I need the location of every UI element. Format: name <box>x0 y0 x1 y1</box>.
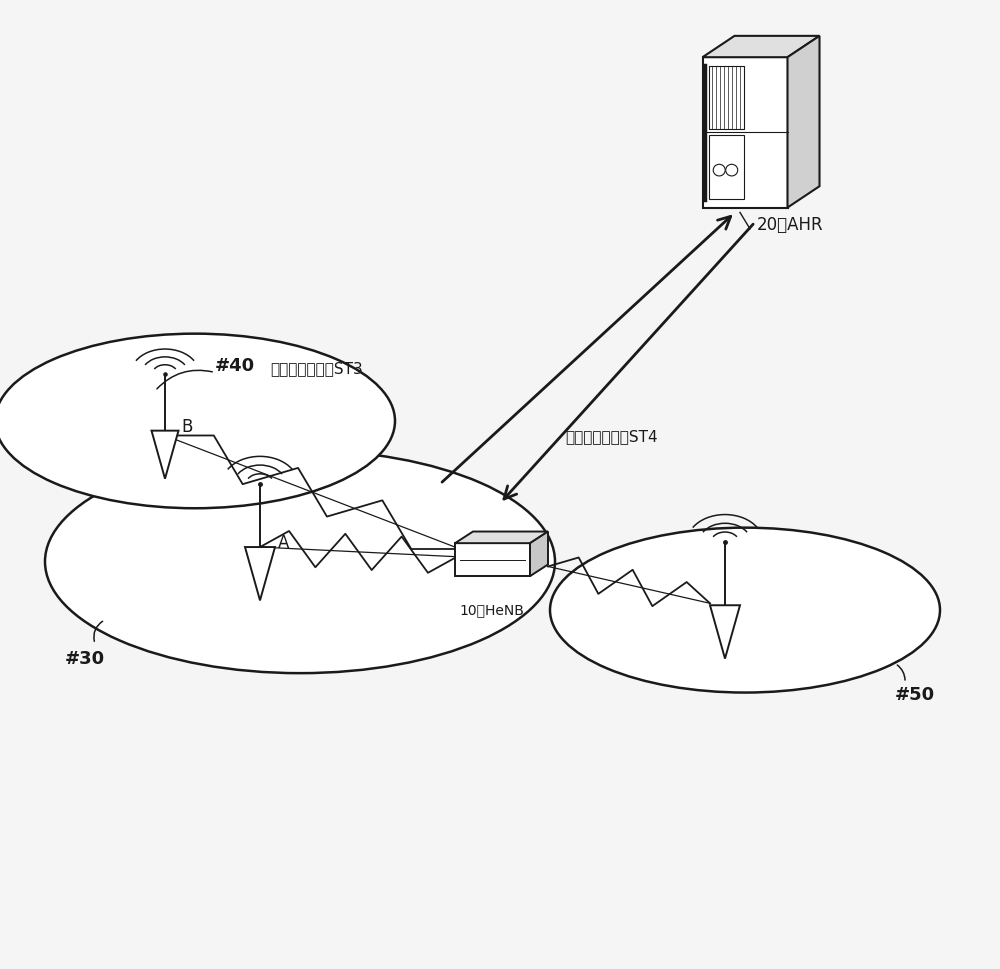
Ellipse shape <box>550 528 940 693</box>
Circle shape <box>713 165 725 176</box>
Polygon shape <box>702 58 788 208</box>
Polygon shape <box>455 532 548 544</box>
Circle shape <box>726 165 738 176</box>
Polygon shape <box>152 431 179 480</box>
Polygon shape <box>708 137 744 200</box>
Text: 20：AHR: 20：AHR <box>757 216 823 234</box>
Polygon shape <box>702 37 820 58</box>
Polygon shape <box>788 37 820 208</box>
Ellipse shape <box>0 334 395 509</box>
Polygon shape <box>530 532 548 577</box>
Text: 10：HeNB: 10：HeNB <box>460 603 524 616</box>
Text: 访问响应消息：ST4: 访问响应消息：ST4 <box>565 429 658 444</box>
Polygon shape <box>710 606 740 659</box>
Text: 访问请求消息：ST3: 访问请求消息：ST3 <box>270 361 363 376</box>
Polygon shape <box>455 544 530 577</box>
Polygon shape <box>245 547 275 601</box>
Polygon shape <box>708 67 744 130</box>
Text: #30: #30 <box>65 650 105 668</box>
Text: A: A <box>278 534 289 551</box>
Ellipse shape <box>45 451 555 673</box>
Text: #50: #50 <box>895 686 935 703</box>
Text: #40: #40 <box>215 357 255 374</box>
Text: B: B <box>181 418 192 435</box>
